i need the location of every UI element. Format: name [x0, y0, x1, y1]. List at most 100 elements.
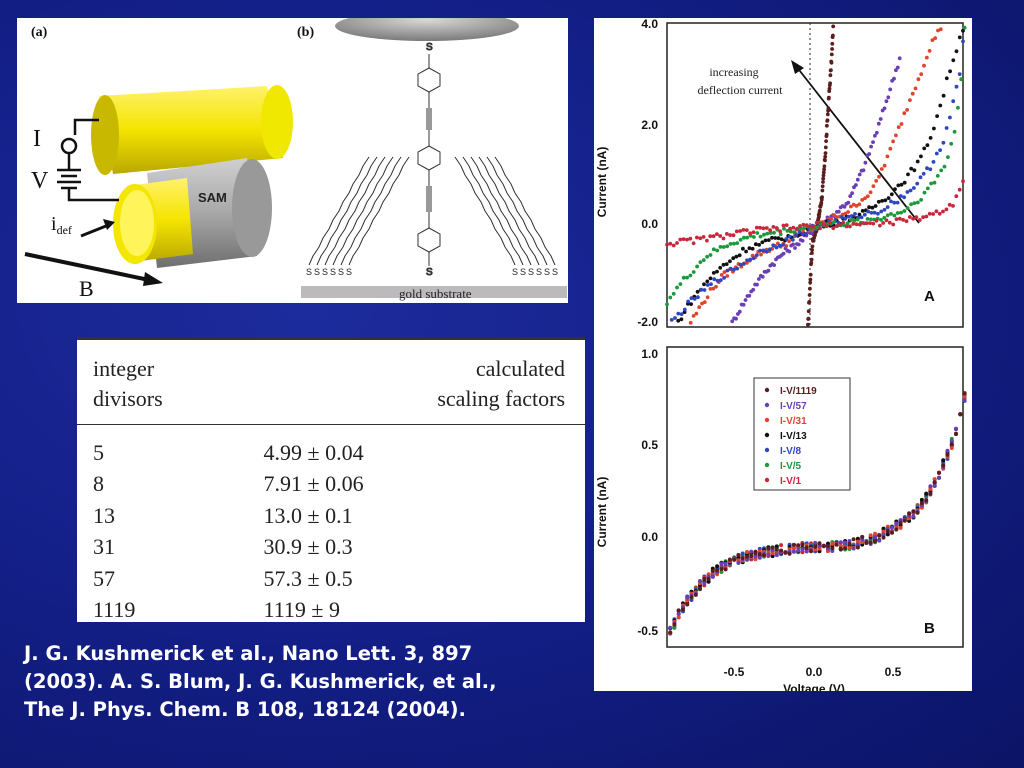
- lower-wire: [113, 158, 272, 268]
- data-point: [894, 133, 898, 138]
- data-point: [905, 206, 910, 211]
- data-point: [869, 144, 873, 149]
- data-point: [787, 551, 792, 556]
- data-point: [758, 248, 762, 253]
- data-point: [800, 550, 805, 555]
- data-point: [685, 275, 689, 280]
- ytick-b-3: -0.5: [637, 624, 658, 638]
- data-point: [796, 543, 801, 548]
- data-point: [932, 483, 937, 488]
- data-point: [810, 231, 814, 236]
- data-point: [932, 477, 937, 482]
- data-point: [824, 139, 828, 143]
- data-point: [823, 158, 827, 163]
- data-point: [791, 225, 796, 230]
- data-point: [860, 198, 865, 202]
- data-point: [791, 542, 796, 547]
- data-point: [741, 228, 746, 232]
- data-point: [762, 232, 766, 237]
- data-point: [818, 226, 822, 231]
- divisor-cell: 8: [93, 471, 104, 497]
- data-point: [822, 164, 827, 169]
- data-point: [919, 501, 924, 506]
- data-point: [757, 552, 762, 556]
- data-point: [825, 112, 830, 117]
- data-point: [778, 229, 782, 234]
- data-point: [831, 33, 835, 38]
- data-point: [804, 223, 809, 228]
- data-point: [771, 225, 776, 229]
- data-point: [813, 540, 818, 545]
- label-sam: SAM: [198, 190, 227, 205]
- legend-label: I-V/57: [780, 401, 807, 412]
- legend-box-b: [753, 377, 851, 491]
- data-point: [902, 518, 907, 523]
- divisor-cell: 31: [93, 534, 115, 560]
- ylabel-b: Current (nA): [595, 477, 609, 548]
- data-point: [738, 237, 743, 242]
- data-point: [873, 539, 877, 544]
- data-point: [830, 546, 835, 551]
- data-point: [781, 242, 785, 247]
- data-point: [794, 227, 799, 232]
- data-point: [705, 254, 709, 259]
- data-point: [948, 69, 952, 74]
- data-point: [852, 218, 857, 223]
- alkane-chains: [308, 156, 556, 266]
- data-point: [804, 549, 809, 554]
- data-point: [884, 99, 889, 104]
- citation-line-1: J. G. Kushmerick et al., Nano Lett. 3, 8…: [24, 642, 473, 665]
- data-point: [814, 220, 819, 225]
- data-point: [931, 212, 935, 216]
- data-point: [754, 225, 759, 230]
- sulfur-atom: S: [520, 267, 526, 277]
- data-point: [848, 194, 853, 199]
- data-point: [956, 105, 960, 110]
- data-point: [787, 249, 792, 254]
- data-point: [800, 542, 805, 547]
- data-point: [694, 311, 699, 316]
- data-point: [728, 266, 733, 271]
- sulfur-atom: S: [338, 267, 344, 277]
- data-point: [740, 551, 745, 556]
- data-point: [770, 554, 775, 559]
- data-point: [718, 245, 723, 249]
- data-point: [853, 212, 857, 216]
- data-point: [753, 554, 758, 559]
- annotation-a-line1: increasing: [709, 65, 758, 79]
- data-point: [831, 24, 836, 29]
- data-point: [672, 625, 677, 630]
- data-point: [894, 527, 899, 532]
- data-point: [924, 214, 929, 219]
- data-point: [889, 192, 894, 197]
- data-point: [889, 199, 893, 204]
- data-point: [868, 190, 873, 195]
- data-point: [924, 498, 929, 503]
- data-point: [843, 546, 848, 551]
- data-point: [855, 536, 860, 541]
- data-point: [711, 234, 716, 239]
- label-b: (b): [297, 25, 314, 40]
- series-group-b: [668, 391, 967, 636]
- data-point: [849, 218, 853, 222]
- data-point: [725, 268, 730, 273]
- data-point: [686, 299, 690, 304]
- data-point: [938, 27, 943, 32]
- data-point: [807, 293, 812, 297]
- data-point: [808, 280, 813, 285]
- data-point: [865, 217, 870, 221]
- data-point: [804, 545, 809, 550]
- data-point: [842, 204, 847, 209]
- data-point: [772, 230, 776, 235]
- data-point: [722, 276, 726, 280]
- data-point: [886, 95, 891, 100]
- legend-label: I-V/1: [780, 476, 802, 487]
- data-point: [873, 535, 877, 540]
- data-point: [691, 270, 696, 274]
- data-point: [737, 309, 742, 314]
- data-point: [919, 198, 923, 202]
- data-point: [848, 224, 852, 229]
- data-point: [881, 221, 886, 225]
- data-point: [907, 215, 912, 219]
- data-point: [728, 259, 732, 264]
